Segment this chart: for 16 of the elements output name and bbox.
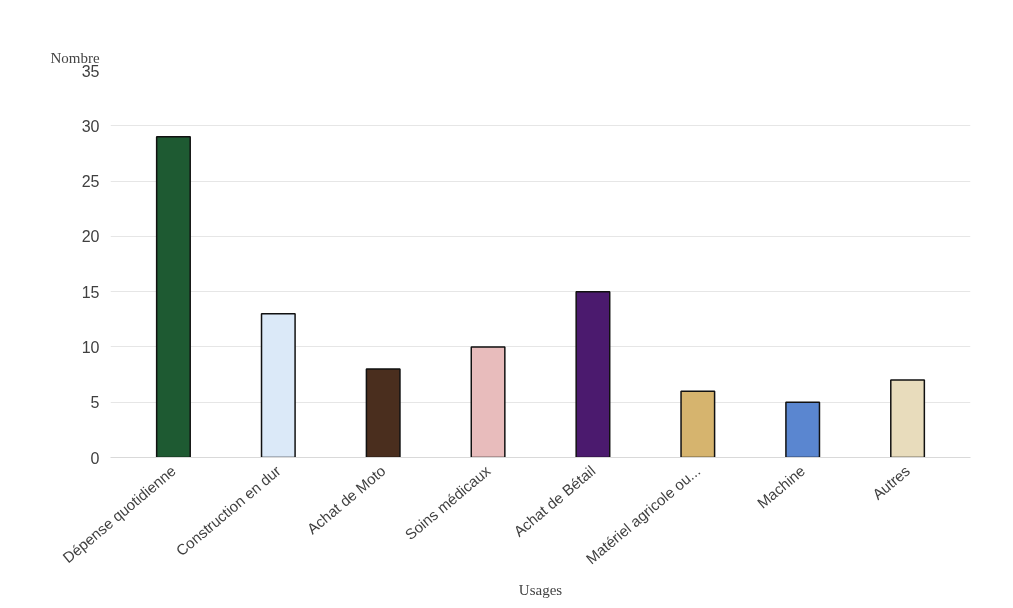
y-tick-label: 15	[81, 283, 100, 301]
y-tick-label: 30	[81, 117, 100, 135]
x-axis-title: Usages	[518, 581, 563, 598]
bar	[785, 401, 821, 458]
y-tick-label: 25	[81, 173, 100, 191]
bar	[575, 290, 611, 458]
bar	[890, 379, 926, 458]
y-tick-label: 5	[90, 394, 100, 412]
bar	[680, 390, 716, 458]
bar	[470, 346, 506, 458]
bar	[155, 136, 191, 458]
bar	[260, 313, 296, 458]
y-tick-label: 0	[90, 449, 100, 467]
y-tick-label: 10	[81, 338, 100, 356]
bar	[365, 368, 401, 458]
y-tick-label: 20	[81, 228, 100, 246]
